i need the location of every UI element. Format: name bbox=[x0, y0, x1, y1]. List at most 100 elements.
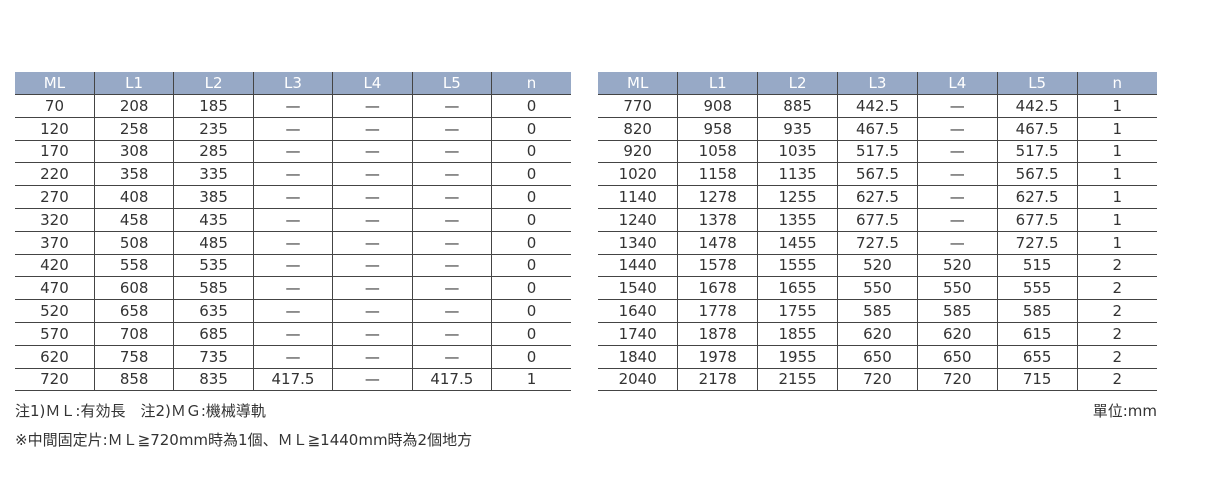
column-header: L4 bbox=[916, 72, 998, 95]
table-cell: 1455 bbox=[757, 231, 838, 255]
table-cell: 0 bbox=[491, 185, 571, 209]
table-cell: 0 bbox=[491, 276, 571, 301]
table-cell: 485 bbox=[173, 231, 254, 255]
table-cell: 620 bbox=[837, 322, 918, 346]
table-row: 620 758 735— — —0 bbox=[15, 345, 571, 369]
table-row: 170 308 285— — —0 bbox=[15, 140, 571, 164]
table-row: 720 858 835 417.5—417.5 1 bbox=[15, 368, 571, 392]
table-row: 120 258 235— — —0 bbox=[15, 117, 571, 141]
table-cell: — bbox=[252, 322, 333, 346]
table-cell: 720 bbox=[916, 368, 998, 392]
table-cell: 2 bbox=[1076, 299, 1157, 323]
table-cell: 585 bbox=[996, 299, 1078, 323]
table-cell: 270 bbox=[15, 185, 95, 209]
table-cell: 467.5 bbox=[996, 117, 1078, 141]
table-cell: 655 bbox=[996, 345, 1078, 369]
table-cell: 70 bbox=[15, 94, 95, 118]
column-header: L5 bbox=[411, 72, 492, 95]
table-row: 1640 1778 1755 585 585 585 2 bbox=[598, 299, 1157, 323]
table-cell: 550 bbox=[916, 276, 998, 301]
table-cell: — bbox=[252, 117, 333, 141]
table-cell: 615 bbox=[996, 322, 1078, 346]
table-cell: — bbox=[252, 299, 333, 323]
table-cell: 0 bbox=[491, 299, 571, 323]
column-header: L3 bbox=[252, 72, 333, 95]
table-cell: 2 bbox=[1076, 322, 1157, 346]
table-cell: 920 bbox=[598, 140, 678, 164]
column-header: L4 bbox=[332, 72, 413, 95]
table-cell: — bbox=[332, 208, 413, 232]
table-cell: 835 bbox=[173, 368, 254, 392]
column-header: L1 bbox=[93, 72, 174, 95]
table-cell: — bbox=[411, 117, 492, 141]
table-cell: 320 bbox=[15, 208, 95, 232]
table-row: 770 908 885 442.5—442.5 1 bbox=[598, 94, 1157, 118]
table-row: 2040 2178 2155 720 720 715 2 bbox=[598, 368, 1157, 392]
table-cell: 1578 bbox=[677, 254, 758, 278]
table-cell: 708 bbox=[93, 322, 174, 346]
table-cell: — bbox=[332, 368, 413, 392]
table-cell: — bbox=[252, 254, 333, 278]
table-cell: 0 bbox=[491, 94, 571, 118]
table-cell: 370 bbox=[15, 231, 95, 255]
table-row: 1740 1878 1855 620 620 615 2 bbox=[598, 322, 1157, 346]
table-cell: — bbox=[332, 231, 413, 255]
table-cell: 770 bbox=[598, 94, 678, 118]
table-row: 1440 1578 1555 520 520 515 2 bbox=[598, 254, 1157, 278]
table-cell: — bbox=[411, 94, 492, 118]
table-cell: 585 bbox=[173, 276, 254, 301]
table-cell: 508 bbox=[93, 231, 174, 255]
table-cell: — bbox=[411, 231, 492, 255]
table-cell: — bbox=[916, 162, 998, 187]
table-cell: 1240 bbox=[598, 208, 678, 232]
table-cell: 1135 bbox=[757, 162, 838, 187]
table-cell: 608 bbox=[93, 276, 174, 301]
dimension-table-right: ML L1 L2 L3 L4 L5 n 770 908 885 442.5—442.5 1 820 958… bbox=[598, 72, 1157, 392]
dimension-table-left: ML L1 L2 L3 L4 L5 n 70 208 185— — —0 120 258 235— — —0 17… bbox=[15, 72, 571, 392]
table-cell: 0 bbox=[491, 162, 571, 187]
table-cell: — bbox=[916, 94, 998, 118]
table-cell: 1955 bbox=[757, 345, 838, 369]
table-cell: 220 bbox=[15, 162, 95, 187]
table-cell: — bbox=[332, 94, 413, 118]
table-cell: 1855 bbox=[757, 322, 838, 346]
table-cell: 2155 bbox=[757, 368, 838, 392]
table-row: 1540 1678 1655 550 550 555 2 bbox=[598, 276, 1157, 301]
note-fixing-pieces: ※中間固定片:ＭＬ≧720mm時為1個、ＭＬ≧1440mm時為2個地方 bbox=[15, 431, 473, 449]
table-cell: 0 bbox=[491, 254, 571, 278]
table-cell: — bbox=[411, 185, 492, 209]
table-cell: 1140 bbox=[598, 185, 678, 209]
table-cell: 1 bbox=[1076, 117, 1157, 141]
table-cell: 0 bbox=[491, 322, 571, 346]
table-cell: 1020 bbox=[598, 162, 678, 187]
table-cell: 417.5 bbox=[411, 368, 492, 392]
table-row: 370 508 485— — —0 bbox=[15, 231, 571, 255]
table-cell: — bbox=[411, 140, 492, 164]
table-row: 570 708 685— — —0 bbox=[15, 322, 571, 346]
table-cell: 520 bbox=[837, 254, 918, 278]
table-cell: 1 bbox=[1076, 94, 1157, 118]
table-cell: — bbox=[252, 231, 333, 255]
table-cell: 567.5 bbox=[996, 162, 1078, 187]
table-cell: — bbox=[411, 322, 492, 346]
table-cell: — bbox=[916, 231, 998, 255]
table-cell: 1655 bbox=[757, 276, 838, 301]
table-cell: 758 bbox=[93, 345, 174, 369]
table-cell: 458 bbox=[93, 208, 174, 232]
table-cell: 1 bbox=[1076, 208, 1157, 232]
table-cell: 570 bbox=[15, 322, 95, 346]
table-cell: 720 bbox=[837, 368, 918, 392]
column-header: L3 bbox=[837, 72, 918, 95]
note-definitions: 注1)ＭＬ:有効長 注2)ＭＧ:機械導軌 bbox=[15, 402, 266, 420]
table-cell: 1340 bbox=[598, 231, 678, 255]
column-header: L2 bbox=[173, 72, 254, 95]
table-cell: — bbox=[332, 185, 413, 209]
table-cell: 285 bbox=[173, 140, 254, 164]
table-cell: 2 bbox=[1076, 276, 1157, 301]
table-cell: — bbox=[916, 185, 998, 209]
table-cell: 1035 bbox=[757, 140, 838, 164]
table-cell: 820 bbox=[598, 117, 678, 141]
table-cell: 358 bbox=[93, 162, 174, 187]
table-cell: 258 bbox=[93, 117, 174, 141]
table-cell: 1640 bbox=[598, 299, 678, 323]
